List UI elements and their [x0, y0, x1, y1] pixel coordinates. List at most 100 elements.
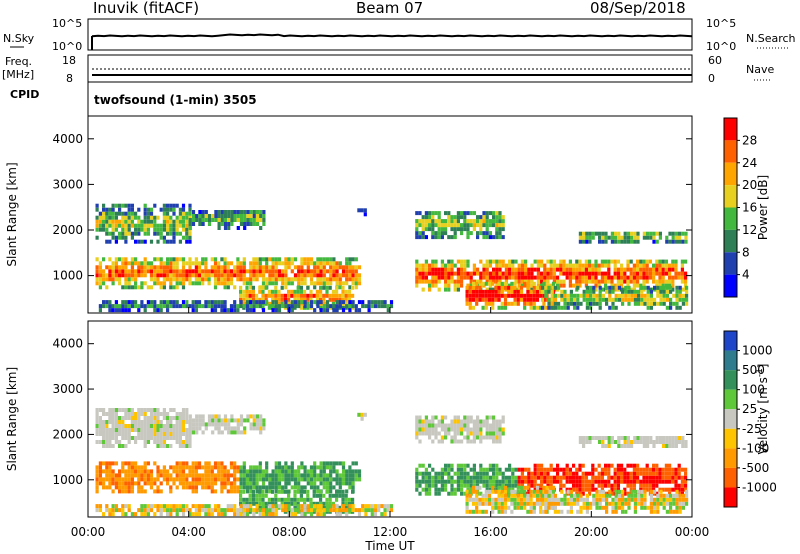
power-cell: [271, 257, 275, 262]
power-cell: [283, 297, 287, 302]
velocity-cell: [504, 483, 508, 488]
power-cell: [105, 227, 109, 232]
power-cell: [175, 285, 179, 290]
velocity-cell: [675, 505, 679, 510]
power-cell: [575, 267, 579, 272]
power-cell: [309, 261, 314, 266]
velocity-cell: [469, 439, 473, 444]
velocity-cell: [137, 473, 141, 478]
velocity-cell: [620, 463, 624, 468]
velocity-cell: [124, 416, 128, 420]
velocity-cell: [549, 463, 553, 468]
velocity-cell: [440, 427, 444, 432]
power-cell: [261, 257, 266, 262]
power-cell: [338, 281, 342, 286]
power-cell: [197, 265, 202, 270]
power-cell: [476, 267, 480, 272]
velocity-cell: [146, 440, 150, 444]
power-cell: [98, 308, 102, 313]
velocity-cell: [322, 481, 326, 486]
velocity-cell: [488, 475, 492, 480]
power-cell: [447, 215, 451, 220]
power-cell: [576, 285, 580, 290]
velocity-cell: [469, 483, 473, 488]
velocity-cell: [181, 481, 186, 486]
velocity-cell: [471, 509, 476, 514]
velocity-cell: [584, 479, 588, 484]
power-cell: [172, 304, 176, 309]
power-cell: [169, 219, 173, 224]
velocity-cell: [677, 467, 681, 472]
power-cell: [605, 297, 609, 302]
velocity-cell: [476, 435, 480, 440]
power-cell: [111, 215, 115, 220]
power-cell: [236, 308, 240, 313]
velocity-cell: [143, 477, 147, 482]
velocity-colorbar-tick-label: -25: [742, 422, 762, 436]
velocity-cell: [669, 493, 673, 498]
velocity-cell: [498, 471, 502, 476]
power-cell: [191, 214, 196, 218]
velocity-cell: [437, 439, 441, 444]
power-cell: [556, 279, 560, 284]
velocity-cell: [519, 505, 524, 510]
velocity-cell: [569, 509, 573, 514]
velocity-cell: [204, 473, 208, 478]
power-cell: [460, 259, 464, 264]
velocity-cell: [527, 479, 531, 484]
velocity-cell: [236, 426, 240, 431]
power-cell: [668, 231, 672, 236]
power-cell: [421, 223, 425, 228]
velocity-cell: [421, 479, 425, 484]
velocity-cell: [130, 416, 134, 420]
velocity-cell: [653, 497, 657, 502]
power-cell: [181, 215, 186, 220]
power-cell: [523, 297, 527, 302]
power-cell: [287, 277, 291, 282]
power-cell: [348, 261, 352, 266]
power-cell: [226, 308, 230, 313]
power-cell: [261, 269, 266, 274]
power-cell: [500, 305, 504, 310]
velocity-cell: [465, 501, 469, 506]
velocity-cell: [245, 481, 250, 486]
power-cell: [214, 210, 218, 214]
velocity-cell: [146, 504, 150, 509]
power-cell: [143, 227, 147, 232]
velocity-cell: [258, 465, 262, 470]
power-cell: [98, 265, 102, 270]
power-cell: [514, 271, 518, 276]
power-cell: [476, 231, 480, 236]
velocity-cell: [306, 493, 310, 498]
power-cell: [290, 261, 294, 266]
power-cell: [589, 289, 593, 294]
power-cell: [646, 285, 650, 290]
velocity-cell: [287, 504, 291, 509]
power-cell: [565, 263, 569, 268]
velocity-cell: [271, 489, 275, 494]
velocity-cell: [508, 467, 512, 472]
velocity-cell: [472, 475, 476, 480]
power-cell: [661, 267, 665, 272]
power-cell: [249, 277, 253, 282]
velocity-cell: [229, 481, 234, 486]
power-cell: [624, 297, 628, 302]
velocity-cell: [214, 422, 218, 427]
velocity-cell: [491, 497, 495, 502]
power-cell: [281, 281, 285, 286]
power-cell: [681, 293, 685, 298]
power-cell: [529, 297, 533, 302]
velocity-cell: [456, 479, 460, 484]
power-cell: [626, 275, 630, 280]
power-cell: [166, 273, 170, 278]
power-cell: [271, 265, 275, 270]
velocity-cell: [175, 469, 179, 474]
power-cell: [495, 279, 499, 284]
velocity-cell: [642, 487, 646, 492]
power-cell: [156, 281, 160, 286]
power-cell: [149, 261, 154, 266]
power-cell: [471, 285, 476, 290]
velocity-cell: [613, 467, 617, 472]
power-cell: [595, 297, 599, 302]
velocity-cell: [626, 463, 630, 468]
